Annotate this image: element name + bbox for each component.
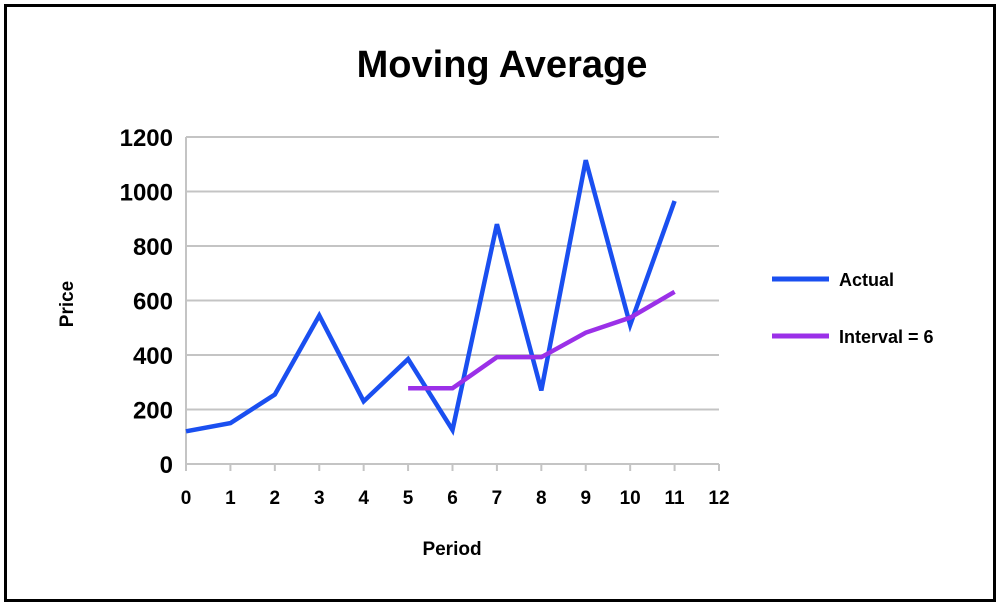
x-tick-label: 6 [447,488,458,509]
y-tick-label: 1200 [120,125,173,152]
chart-title: Moving Average [357,44,648,86]
x-tick-label: 2 [270,488,281,509]
legend-label: Actual [839,270,894,290]
x-tick-label: 5 [403,488,414,509]
legend-label: Interval = 6 [839,327,934,347]
y-tick-labels: 0 200 400 600 800 1000 1200 [120,125,173,479]
axes [185,137,720,471]
x-tick-labels: 0 1 2 3 4 5 6 7 8 9 10 11 12 [181,488,730,509]
y-tick-label: 400 [133,343,173,370]
series-lines [185,159,677,436]
x-tick-label: 8 [536,488,547,509]
x-tick-label: 10 [620,488,641,509]
x-axis-label: Period [422,539,481,560]
x-tick-label: 12 [708,488,729,509]
gridlines [186,136,719,411]
x-tick-label: 4 [358,488,369,509]
y-tick-label: 200 [133,398,173,425]
y-tick-label: 800 [133,234,173,261]
y-tick-label: 600 [133,289,173,316]
series-line-moving-average [408,289,676,391]
x-tick-label: 1 [225,488,236,509]
y-tick-label: 1000 [120,180,173,207]
y-tick-label: 0 [160,452,173,479]
y-axis-label: Price [57,281,78,327]
series-line-actual [185,159,677,436]
x-tick-label: 11 [665,488,686,509]
x-tick-label: 3 [314,488,325,509]
x-tick-label: 9 [580,488,591,509]
x-tick-label: 7 [492,488,503,509]
x-tick-label: 0 [181,488,192,509]
legend: Actual Interval = 6 [772,270,934,347]
